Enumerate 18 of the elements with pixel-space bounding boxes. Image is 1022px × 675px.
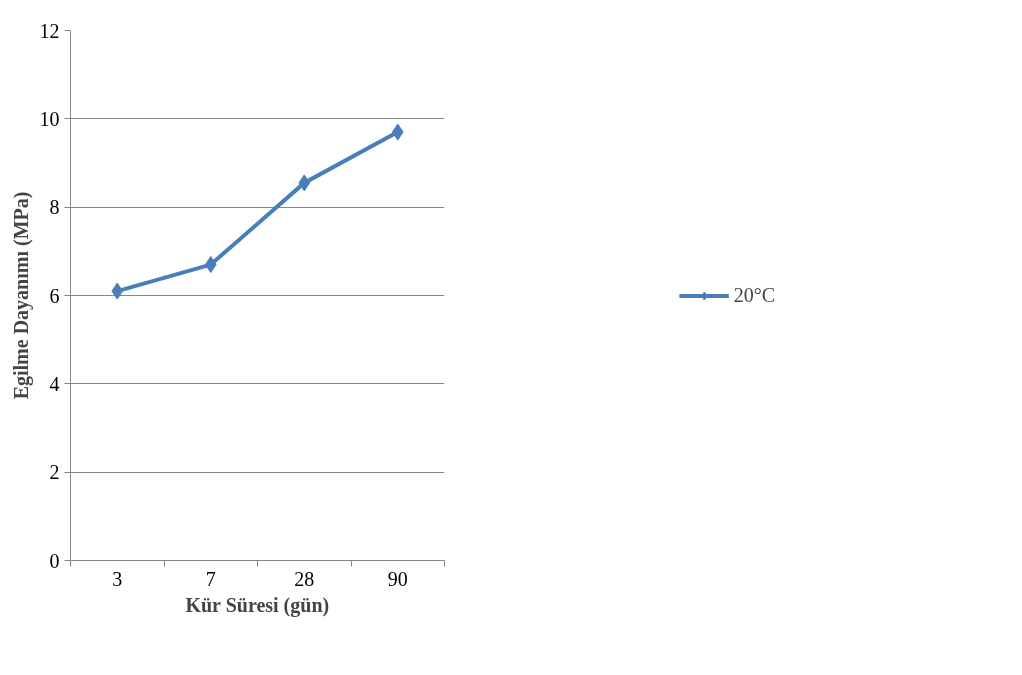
- y-tick-label: 0: [49, 549, 60, 572]
- y-tick-label: 10: [39, 107, 60, 130]
- legend-label: 20°C: [733, 283, 776, 307]
- x-tick-label: 7: [205, 567, 216, 590]
- x-axis-title: Kür Süresi (gün): [185, 593, 330, 617]
- y-tick-label: 2: [49, 461, 60, 484]
- y-tick-label: 6: [49, 284, 60, 307]
- y-tick-label: 4: [49, 372, 60, 395]
- point: [204, 256, 217, 274]
- point: [111, 282, 124, 300]
- point: [391, 123, 404, 141]
- x-tick-label: 90: [387, 567, 408, 590]
- y-axis-title: Egilme Dayanımı (MPa): [9, 191, 33, 400]
- x-tick-label: 28: [294, 567, 315, 590]
- y-tick-label: 12: [39, 19, 60, 42]
- y-tick-label: 8: [49, 196, 60, 219]
- x-tick-label: 3: [112, 567, 123, 590]
- point: [298, 174, 311, 192]
